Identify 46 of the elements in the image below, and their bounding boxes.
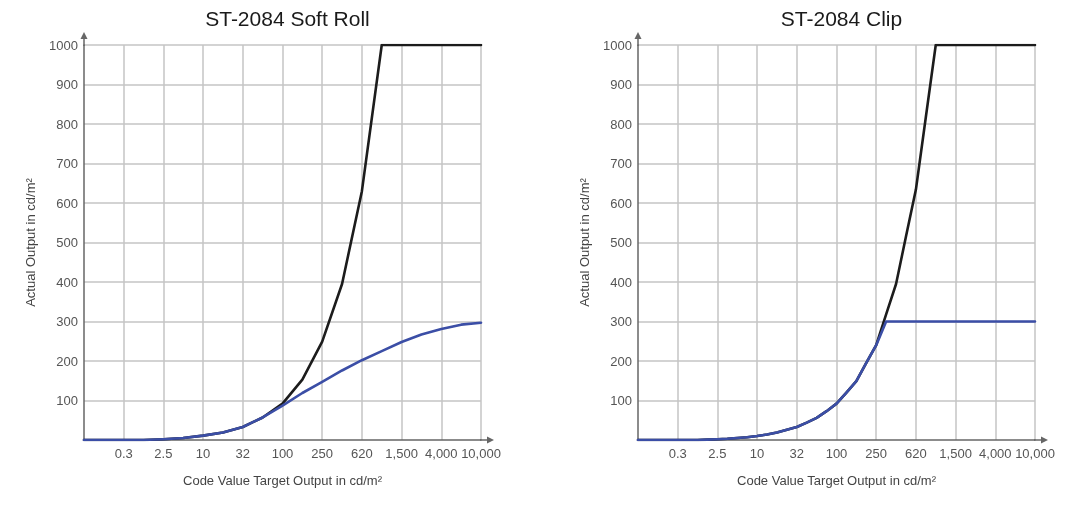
y-tick-label: 500 bbox=[56, 235, 78, 250]
y-tick-label: 800 bbox=[56, 116, 78, 132]
y-tick-label: 900 bbox=[610, 77, 632, 92]
x-tick-label: 620 bbox=[351, 446, 373, 461]
x-tick-label: 250 bbox=[865, 446, 888, 461]
x-tick-label: 10,000 bbox=[1015, 446, 1055, 461]
y-tick-label: 1000 bbox=[603, 37, 632, 53]
x-tick-label: 10 bbox=[195, 446, 211, 461]
x-tick-label: 1,500 bbox=[939, 446, 972, 461]
y-tick-label: 600 bbox=[56, 195, 78, 211]
y-tick-label: 500 bbox=[610, 235, 632, 250]
x-tick-label: 620 bbox=[905, 446, 927, 461]
x-tick-label: 10 bbox=[749, 446, 765, 461]
y-tick-label: 700 bbox=[56, 156, 78, 171]
y-tick-label: 900 bbox=[56, 77, 78, 92]
x-tick-label: 100 bbox=[271, 446, 294, 461]
y-tick-label: 200 bbox=[610, 353, 632, 369]
y-tick-label: 700 bbox=[610, 156, 632, 171]
y-tick-label: 200 bbox=[56, 353, 78, 369]
x-tick-label: 2.5 bbox=[154, 446, 173, 461]
y-tick-label: 100 bbox=[610, 393, 632, 408]
y-tick-label: 800 bbox=[610, 116, 632, 132]
x-tick-label: 250 bbox=[311, 446, 334, 461]
y-tick-label: 100 bbox=[56, 393, 78, 408]
y-axis-title: Actual Output in cd/m² bbox=[23, 177, 38, 307]
x-axis-title: Code Value Target Output in cd/m² bbox=[183, 473, 383, 488]
x-tick-label: 1,500 bbox=[385, 446, 418, 461]
x-axis-title: Code Value Target Output in cd/m² bbox=[737, 473, 937, 488]
y-tick-label: 400 bbox=[610, 274, 632, 290]
x-tick-label: 2.5 bbox=[708, 446, 727, 461]
x-tick-label: 4,000 bbox=[979, 446, 1012, 461]
y-axis-title: Actual Output in cd/m² bbox=[577, 177, 592, 307]
x-tick-label: 100 bbox=[825, 446, 848, 461]
y-tick-label: 1000 bbox=[49, 37, 78, 53]
y-tick-label: 400 bbox=[56, 274, 78, 290]
x-tick-label: 4,000 bbox=[425, 446, 458, 461]
y-tick-label: 300 bbox=[56, 314, 78, 329]
x-tick-label: 32 bbox=[789, 446, 805, 461]
y-tick-label: 300 bbox=[610, 314, 632, 329]
chart-title: ST-2084 Clip bbox=[780, 7, 903, 30]
x-tick-label: 0.3 bbox=[114, 446, 133, 461]
x-tick-label: 10,000 bbox=[461, 446, 501, 461]
y-tick-label: 600 bbox=[610, 195, 632, 211]
x-tick-label: 32 bbox=[235, 446, 251, 461]
chart-title: ST-2084 Soft Roll bbox=[205, 7, 370, 30]
x-tick-label: 0.3 bbox=[668, 446, 687, 461]
